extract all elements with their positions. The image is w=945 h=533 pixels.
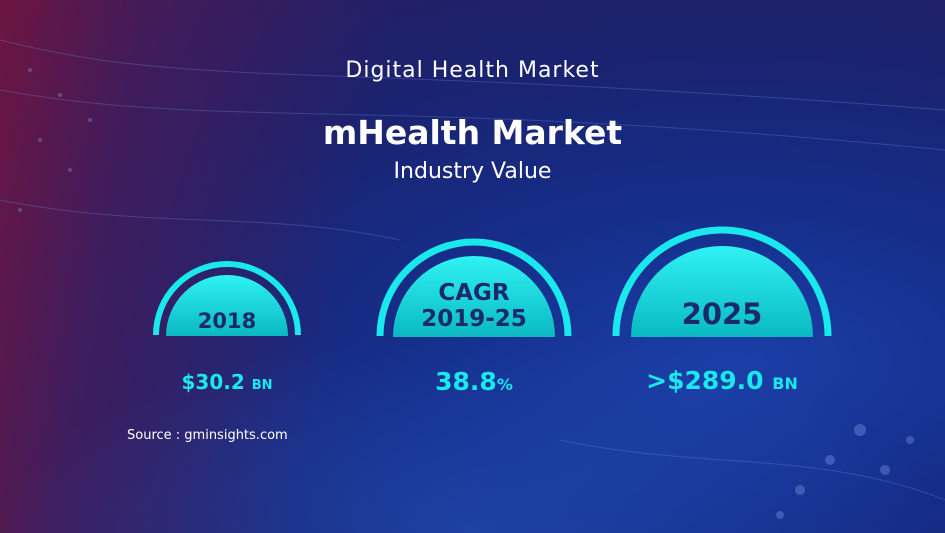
value-cagr-amount: 38.8 [435, 367, 497, 396]
dome-cagr [376, 238, 572, 337]
dome-2025-label: 2025 [681, 297, 763, 331]
page-subtitle: Industry Value [393, 159, 552, 184]
value-cagr-unit: % [496, 375, 513, 394]
category-title: Digital Health Market [345, 58, 600, 83]
dome-2018 [153, 261, 301, 336]
value-cagr: 38.8% [375, 367, 573, 396]
dome-2018-label: 2018 [197, 309, 257, 333]
value-2025-amount: >$289.0 [646, 366, 764, 395]
value-2018-amount: $30.2 [181, 370, 245, 394]
background-glow [0, 330, 945, 533]
dome-cagr-label-line1: CAGR [438, 280, 510, 306]
value-2025-unit: BN [772, 374, 798, 393]
source-credit: Source : gminsights.com [127, 428, 288, 443]
dome-cagr-label-line2: 2019-25 [421, 306, 527, 332]
value-2018-unit: BN [251, 378, 273, 393]
page-title: mHealth Market [322, 113, 623, 152]
value-2025: >$289.0 BN [611, 366, 833, 395]
value-2018: $30.2 BN [152, 370, 302, 394]
dome-2025 [612, 226, 832, 337]
